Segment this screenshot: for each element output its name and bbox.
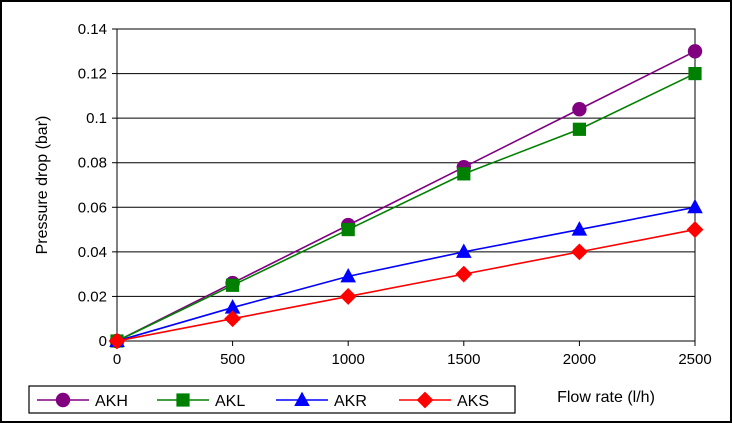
data-point-akh	[572, 102, 587, 117]
data-point-akr	[687, 198, 703, 214]
data-point-akl	[572, 122, 586, 136]
x-axis-ticks: 0 500 1000 1500 2000 2500	[113, 341, 712, 368]
data-point-akl	[688, 66, 702, 81]
series-akr	[109, 198, 703, 347]
series-line-akl	[116, 72, 696, 342]
series-line-akr	[116, 206, 696, 342]
legend-marker-akr	[294, 391, 310, 406]
y-tick-label: 0.02	[78, 288, 107, 305]
data-point-akh	[687, 44, 703, 59]
x-tick-label: 500	[220, 351, 245, 368]
legend-marker-akl	[176, 393, 190, 407]
x-tick-label: 1500	[447, 351, 480, 368]
data-point-akr	[456, 243, 472, 258]
series-line-aks	[116, 228, 696, 342]
y-tick-label: 0.04	[78, 244, 107, 261]
legend-label-akh: AKH	[95, 393, 128, 410]
y-axis-ticks: 0 0.02 0.04 0.06 0.08 0.1 0.12 0.14	[78, 21, 117, 350]
data-point-aks	[686, 221, 704, 238]
series-line-akh	[116, 50, 696, 342]
data-point-aks	[224, 310, 241, 328]
y-tick-label: 0	[99, 333, 107, 350]
y-tick-label: 0.06	[78, 199, 107, 216]
legend-items: AKH AKL AKR AKS	[37, 391, 489, 410]
data-point-akl	[226, 278, 240, 292]
legend-item-akl: AKL	[157, 393, 245, 410]
x-axis-title: Flow rate (l/h)	[557, 389, 655, 406]
legend-item-akr: AKR	[276, 391, 367, 410]
series-akl	[110, 66, 702, 348]
x-tick-label: 2000	[563, 351, 596, 368]
series-aks	[108, 221, 704, 350]
y-tick-label: 0.12	[78, 66, 107, 83]
data-point-akr	[571, 221, 588, 236]
data-point-akr	[224, 299, 241, 314]
x-tick-label: 1000	[332, 351, 365, 368]
data-point-akl	[457, 167, 471, 181]
y-tick-label: 0.14	[78, 21, 107, 38]
data-point-aks	[339, 288, 357, 305]
plot-area	[116, 28, 696, 342]
legend-marker-aks	[416, 391, 434, 409]
y-tick-label: 0.08	[78, 155, 107, 172]
data-point-akr	[340, 267, 356, 283]
legend-item-akh: AKH	[37, 392, 128, 410]
legend-marker-akh	[55, 392, 71, 408]
x-tick-label: 2500	[678, 351, 711, 368]
data-point-aks	[571, 243, 588, 261]
data-point-aks	[455, 265, 473, 283]
legend-item-aks: AKS	[399, 391, 489, 410]
gridlines	[117, 28, 695, 297]
data-point-aks	[108, 332, 126, 350]
legend-label-akr: AKR	[334, 393, 367, 410]
data-series	[108, 44, 704, 350]
y-tick-label: 0.1	[86, 110, 107, 127]
legend-label-aks: AKS	[457, 393, 489, 410]
data-point-akl	[341, 222, 355, 237]
y-axis-title: Pressure drop (bar)	[34, 116, 51, 255]
legend-label-akl: AKL	[215, 393, 245, 410]
x-tick-label: 0	[113, 351, 121, 368]
